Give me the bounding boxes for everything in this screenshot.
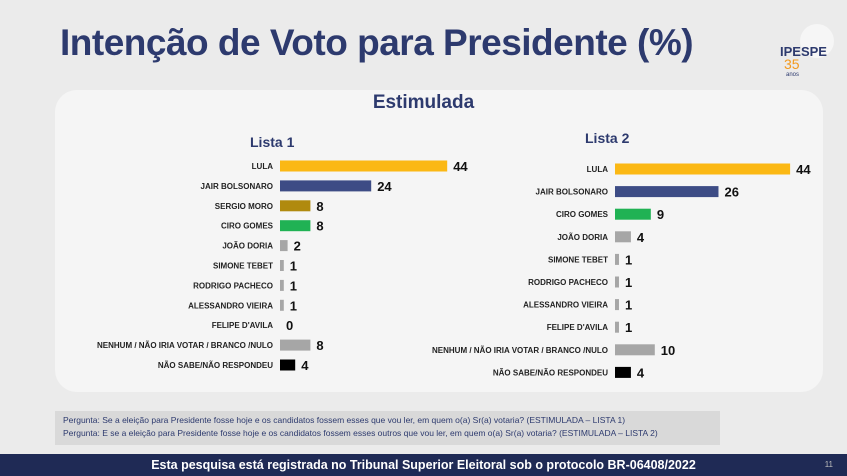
- category-label: JOÃO DORIA: [557, 233, 608, 242]
- bar: [280, 260, 284, 271]
- data-label: 0: [286, 318, 293, 333]
- category-label: RODRIGO PACHECO: [528, 278, 608, 287]
- list1-title: Lista 1: [250, 134, 295, 150]
- data-label: 8: [316, 219, 323, 234]
- page-number: 11: [824, 460, 833, 469]
- category-label: LULA: [252, 162, 274, 171]
- bar: [615, 186, 719, 198]
- category-label: ALESSANDRO VIEIRA: [523, 301, 608, 310]
- category-label: NÃO SABE/NÃO RESPONDEU: [493, 368, 608, 377]
- logo-years: 35: [784, 56, 800, 72]
- logo-sub: anos: [786, 72, 800, 78]
- category-label: JOÃO DORIA: [222, 242, 273, 251]
- data-label: 9: [657, 207, 664, 222]
- bar: [615, 276, 619, 288]
- bar: [615, 231, 631, 243]
- bar: [615, 299, 619, 311]
- bar: [615, 366, 631, 378]
- bar: [280, 220, 311, 232]
- bar: [615, 253, 619, 265]
- list2-title: Lista 2: [585, 130, 630, 146]
- category-label: FELIPE D'AVILA: [547, 323, 609, 332]
- data-label: 26: [724, 185, 738, 200]
- bar: [615, 321, 619, 333]
- globe-icon: [800, 24, 834, 58]
- footer-text: Esta pesquisa está registrada no Tribuna…: [151, 458, 696, 472]
- chart-panel: [55, 90, 823, 392]
- category-label: RODRIGO PACHECO: [193, 281, 273, 290]
- bar: [280, 180, 372, 192]
- data-label: 1: [290, 259, 297, 274]
- bar: [615, 344, 655, 356]
- bar: [615, 163, 791, 175]
- data-label: 4: [637, 365, 645, 380]
- bar: [280, 160, 448, 172]
- category-label: FELIPE D'AVILA: [212, 321, 274, 330]
- question-1: Pergunta: Se a eleição para Presidente f…: [63, 415, 626, 425]
- data-label: 1: [290, 298, 297, 313]
- bar: [280, 339, 311, 351]
- category-label: ALESSANDRO VIEIRA: [188, 301, 273, 310]
- data-label: 1: [625, 275, 632, 290]
- page-title: Intenção de Voto para Presidente (%): [60, 22, 694, 63]
- category-label: JAIR BOLSONARO: [536, 188, 608, 197]
- data-label: 1: [290, 278, 297, 293]
- data-label: 44: [796, 162, 811, 177]
- data-label: 4: [301, 358, 309, 373]
- category-label: SIMONE TEBET: [213, 262, 273, 271]
- logo-name: IPESPE: [780, 44, 827, 59]
- data-label: 4: [637, 230, 645, 245]
- category-label: NENHUM / NÃO IRIA VOTAR / BRANCO /NULO: [97, 341, 273, 350]
- questions-box: Pergunta: Se a eleição para Presidente f…: [55, 411, 720, 445]
- bar: [280, 279, 284, 291]
- bar: [280, 240, 288, 252]
- footer: Esta pesquisa está registrada no Tribuna…: [0, 454, 847, 476]
- bar: [280, 359, 296, 371]
- category-label: CIRO GOMES: [556, 210, 609, 219]
- data-label: 1: [625, 298, 632, 313]
- category-label: SERGIO MORO: [215, 202, 273, 211]
- data-label: 8: [316, 199, 323, 214]
- category-label: NENHUM / NÃO IRIA VOTAR / BRANCO /NULO: [432, 346, 608, 355]
- chart-title: Estimulada: [372, 92, 475, 113]
- category-label: CIRO GOMES: [221, 222, 274, 231]
- bar: [280, 299, 284, 311]
- category-label: NÃO SABE/NÃO RESPONDEU: [158, 361, 273, 370]
- data-label: 10: [661, 343, 675, 358]
- bar: [615, 208, 651, 220]
- question-2: Pergunta: E se a eleição para Presidente…: [63, 428, 658, 438]
- data-label: 1: [625, 252, 632, 267]
- data-label: 8: [316, 338, 323, 353]
- category-label: LULA: [587, 165, 609, 174]
- category-label: JAIR BOLSONARO: [201, 182, 273, 191]
- data-label: 2: [294, 239, 301, 254]
- data-label: 44: [453, 159, 468, 174]
- data-label: 1: [625, 320, 632, 335]
- bar: [280, 200, 311, 212]
- category-label: SIMONE TEBET: [548, 255, 608, 264]
- data-label: 24: [377, 179, 392, 194]
- ipespe-logo: IPESPE 35 anos: [778, 22, 834, 82]
